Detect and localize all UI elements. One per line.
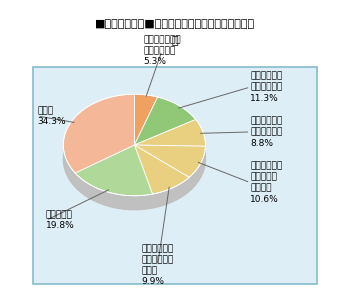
Polygon shape [63,145,75,187]
FancyBboxPatch shape [33,67,317,284]
Text: 理解している
人は半数に
満たない
10.6%: 理解している 人は半数に 満たない 10.6% [250,162,283,204]
Polygon shape [189,146,205,191]
Polygon shape [63,94,134,173]
Polygon shape [153,177,189,208]
Polygon shape [75,173,153,210]
Text: 解: 解 [172,37,178,46]
Polygon shape [134,119,205,146]
Text: 無回答
34.3%: 無回答 34.3% [37,106,66,126]
Polygon shape [134,94,158,145]
Polygon shape [134,145,205,177]
Text: 理解している
人はほとんど
いない
9.9%: 理解している 人はほとんど いない 9.9% [141,244,174,287]
Ellipse shape [63,108,205,210]
Polygon shape [75,145,153,196]
Text: ■図３－３－５■　危険地域居住者の前兆現象の理: ■図３－３－５■ 危険地域居住者の前兆現象の理 [95,19,255,29]
Text: わからない
19.8%: わからない 19.8% [46,210,75,231]
Text: 約半数の人が
理解している
8.8%: 約半数の人が 理解している 8.8% [250,116,283,148]
Text: 理解している
人の方が多い
11.3%: 理解している 人の方が多い 11.3% [250,71,283,103]
Polygon shape [134,145,189,194]
Polygon shape [134,97,196,145]
Text: ほとんどの人が
理解している
5.3%: ほとんどの人が 理解している 5.3% [143,35,181,66]
